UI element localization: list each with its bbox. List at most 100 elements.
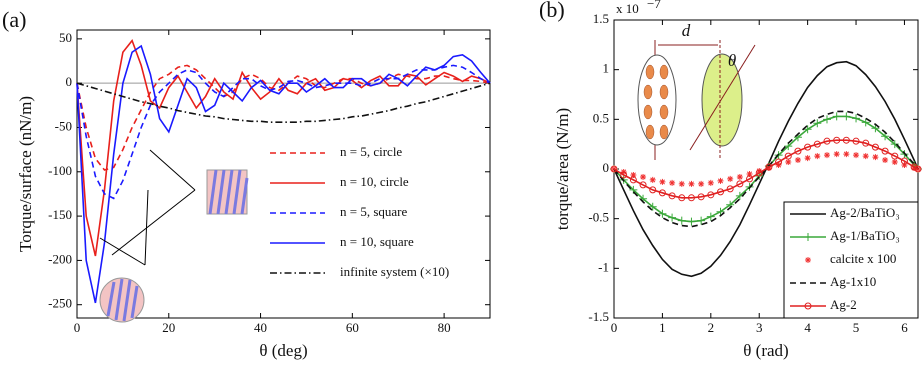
series-line <box>76 64 491 200</box>
marker <box>833 136 841 144</box>
annotation: d <box>682 21 691 40</box>
legend-marker <box>804 233 812 241</box>
marker <box>842 136 850 144</box>
marker <box>649 186 657 194</box>
x-tick-label: 6 <box>901 320 908 335</box>
marker <box>736 180 744 188</box>
y-axis-label: torque/area (N/m) <box>553 108 572 230</box>
series-line <box>613 110 919 228</box>
marker <box>678 180 685 187</box>
marker <box>852 114 861 123</box>
legend-label: Ag-2/BaTiO₃ <box>830 205 900 220</box>
marker <box>823 152 830 159</box>
marker <box>784 152 792 160</box>
inset-b: d θ <box>637 21 756 160</box>
marker <box>678 194 686 202</box>
marker <box>881 147 889 155</box>
marker <box>687 194 695 202</box>
marker <box>785 159 792 166</box>
marker <box>853 152 860 159</box>
marker <box>668 213 677 222</box>
y-tick-label: 1 <box>603 61 610 76</box>
legend-label: n = 5, circle <box>340 144 402 159</box>
marker <box>794 157 801 164</box>
x-axis-label: θ (rad) <box>743 341 788 360</box>
marker <box>891 159 898 166</box>
marker <box>717 177 724 184</box>
marker <box>814 153 821 160</box>
y-axis-label: Torque/surface (nN/m) <box>16 96 35 252</box>
marker <box>649 176 656 183</box>
annotation: θ <box>728 51 736 70</box>
inset-disk <box>701 53 743 147</box>
marker <box>727 175 734 182</box>
marker <box>706 212 715 221</box>
marker <box>872 154 879 161</box>
x-tick-label: 60 <box>346 320 359 335</box>
marker <box>639 181 647 189</box>
marker <box>891 152 899 160</box>
legend-label: n = 5, square <box>340 204 407 219</box>
marker <box>658 209 667 218</box>
marker <box>707 191 715 199</box>
marker <box>640 173 647 180</box>
series-line <box>76 38 491 257</box>
marker <box>736 173 743 180</box>
y-tick-label: 1.5 <box>593 11 609 26</box>
marker <box>910 163 918 171</box>
marker <box>813 140 821 148</box>
marker <box>832 112 841 121</box>
legend-marker <box>805 257 811 263</box>
y-tick-label: 50 <box>59 30 72 45</box>
marker <box>658 189 666 197</box>
marker <box>901 162 908 169</box>
marker <box>911 165 918 172</box>
marker <box>687 217 696 226</box>
inset-arrows <box>99 149 196 266</box>
marker <box>871 143 879 151</box>
x-tick-label: 20 <box>162 320 175 335</box>
panel-label: (b) <box>539 0 565 22</box>
series-line <box>76 44 491 304</box>
x-tick-label: 3 <box>756 320 763 335</box>
marker <box>842 112 851 121</box>
x-tick-label: 4 <box>804 320 811 335</box>
marker <box>688 180 695 187</box>
x-tick-label: 5 <box>853 320 860 335</box>
y-tick-label: 0.5 <box>593 110 609 125</box>
inset-dots <box>643 64 669 140</box>
marker <box>756 167 763 174</box>
marker <box>861 118 870 127</box>
series-line <box>76 64 491 171</box>
legend-label: Ag-2 <box>830 297 857 312</box>
y-tick-label: -1.5 <box>588 309 609 324</box>
marker <box>862 153 869 160</box>
marker <box>914 165 922 173</box>
y-multiplier-exp: −7 <box>647 0 661 11</box>
marker <box>629 176 637 184</box>
x-tick-label: 2 <box>708 320 715 335</box>
y-tick-label: 0 <box>66 74 73 89</box>
marker <box>755 169 763 177</box>
marker <box>823 137 831 145</box>
marker <box>610 165 618 173</box>
panel-label: (a) <box>2 7 26 32</box>
marker <box>669 179 676 186</box>
marker <box>659 178 666 185</box>
y-tick-label: -0.5 <box>588 210 609 225</box>
x-tick-label: 0 <box>611 320 618 335</box>
marker <box>843 151 850 158</box>
plot-frame <box>76 29 491 319</box>
x-axis-label: θ (deg) <box>259 341 307 360</box>
inset-stripes <box>106 278 139 322</box>
x-tick-label: 1 <box>659 320 666 335</box>
inset-a <box>99 169 248 323</box>
legend-label: Ag-1x10 <box>830 274 876 289</box>
legend-label: infinite system (×10) <box>340 264 449 279</box>
marker <box>833 151 840 158</box>
marker <box>813 119 822 128</box>
marker <box>668 192 676 200</box>
inset-stripes <box>208 169 249 215</box>
legend-label: n = 10, circle <box>340 174 409 189</box>
